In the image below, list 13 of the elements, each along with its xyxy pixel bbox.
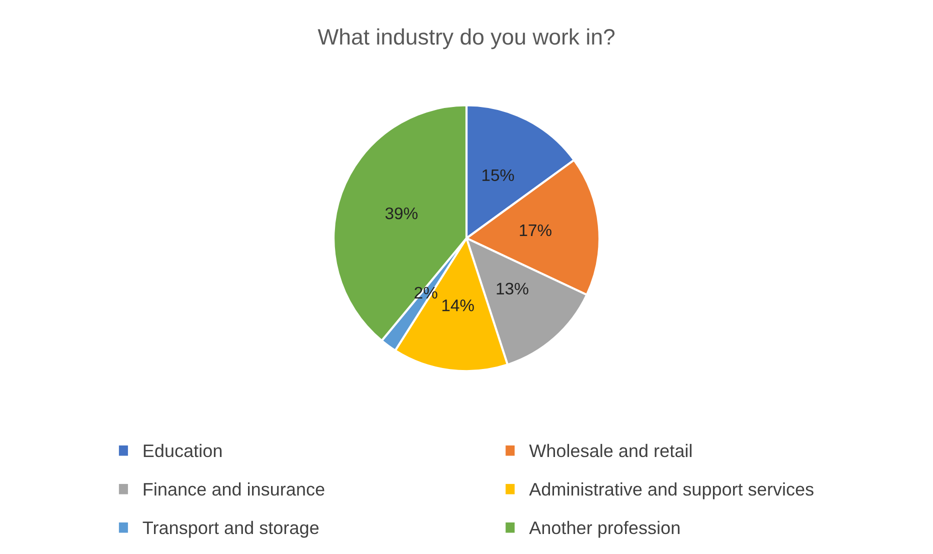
chart-title: What industry do you work in? (318, 28, 615, 50)
legend-label: Another profession (529, 520, 680, 538)
legend-label: Administrative and support services (529, 482, 814, 500)
legend-label: Finance and insurance (144, 482, 324, 496)
legend-label: Wholesale and retail (529, 444, 692, 458)
data-label: 39% (385, 207, 418, 220)
data-label: 14% (442, 300, 474, 312)
data-label: 2% (414, 286, 438, 299)
legend-label: Transport and storage (142, 520, 319, 538)
data-label: 17% (520, 224, 552, 236)
data-label: 13% (496, 282, 528, 295)
legend-label: Education (144, 444, 222, 458)
data-label: 15% (482, 169, 514, 182)
